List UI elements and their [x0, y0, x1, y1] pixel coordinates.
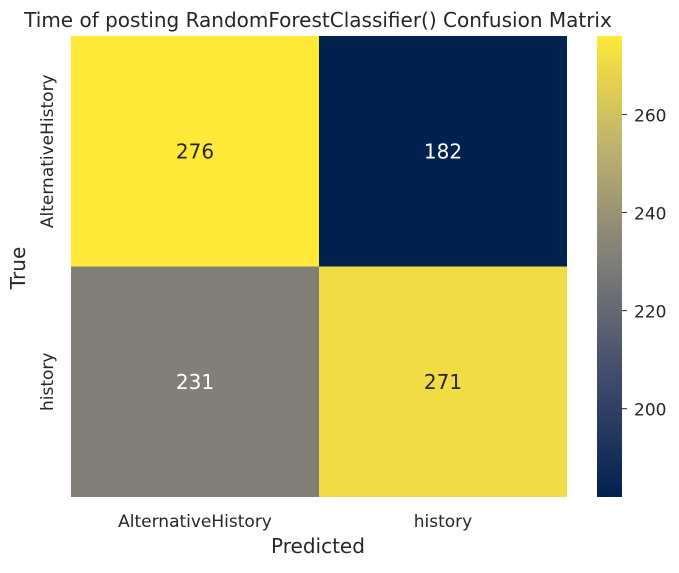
x-tick-labels: AlternativeHistory history	[118, 512, 472, 532]
x-tick-label-1: history	[414, 512, 472, 532]
x-axis-label: Predicted	[271, 534, 365, 558]
colorbar-tick-label-0: 200	[634, 401, 666, 421]
cell-value-label-r0-c0: 276	[176, 139, 214, 163]
heatmap-cell-r1-c0	[71, 266, 319, 497]
y-tick-label-1: history	[38, 353, 58, 411]
y-axis-label: True	[6, 247, 30, 290]
chart-title: Time of posting RandomForestClassifier()…	[23, 8, 612, 32]
cell-value-label-r1-c1: 271	[424, 370, 462, 394]
colorbar-tick-labels: 200 220 240 260	[622, 106, 666, 421]
colorbar	[597, 36, 622, 497]
heatmap-cell-r1-c1	[319, 266, 567, 497]
colorbar-tick-label-3: 260	[634, 106, 666, 126]
colorbar-tick-label-2: 240	[634, 205, 666, 225]
heatmap-cells	[71, 36, 567, 497]
heatmap-cell-r0-c0	[71, 36, 319, 267]
colorbar-tick-label-1: 220	[634, 303, 666, 323]
x-tick-label-0: AlternativeHistory	[118, 512, 272, 532]
cell-value-label-r1-c0: 231	[176, 370, 214, 394]
cell-value-label-r0-c1: 182	[424, 139, 462, 163]
heatmap-cell-labels: 276 182 231 271	[176, 139, 462, 394]
heatmap-cell-r0-c1	[319, 36, 567, 267]
y-tick-labels: AlternativeHistory history	[38, 74, 58, 411]
y-tick-label-0: AlternativeHistory	[38, 74, 58, 228]
